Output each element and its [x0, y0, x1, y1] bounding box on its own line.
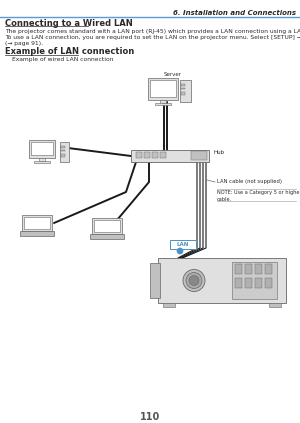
Bar [245, 264, 252, 274]
Bar [158, 258, 286, 303]
Bar [34, 161, 50, 163]
Bar [235, 278, 242, 288]
Text: Hub: Hub [213, 151, 224, 156]
Circle shape [186, 272, 202, 288]
Text: 6. Installation and Connections: 6. Installation and Connections [173, 10, 296, 16]
Bar [24, 217, 50, 229]
Bar [152, 153, 158, 159]
Bar [90, 234, 124, 239]
Bar [265, 264, 272, 274]
Bar [92, 218, 122, 234]
Bar [94, 220, 120, 232]
Bar [269, 303, 281, 307]
Bar [235, 264, 242, 274]
Bar [170, 240, 196, 249]
Bar [20, 231, 54, 236]
Text: Server: Server [164, 71, 182, 77]
Text: (→ page 91).: (→ page 91). [5, 41, 43, 46]
Text: The projector comes standard with a LAN port (RJ-45) which provides a LAN connec: The projector comes standard with a LAN … [5, 28, 300, 33]
Bar [31, 142, 53, 155]
Text: Connecting to a Wired LAN: Connecting to a Wired LAN [5, 19, 133, 28]
Bar [255, 278, 262, 288]
Bar [181, 92, 184, 95]
Text: Example of LAN connection: Example of LAN connection [5, 47, 134, 57]
Bar [245, 278, 252, 288]
Text: LAN: LAN [177, 242, 189, 247]
Bar [144, 153, 150, 159]
Bar [39, 158, 45, 161]
Text: NOTE: Use a Category 5 or higher LAN
cable.: NOTE: Use a Category 5 or higher LAN cab… [217, 190, 300, 202]
Bar [61, 154, 64, 157]
Bar [160, 153, 166, 159]
Bar [191, 151, 207, 160]
Bar [148, 78, 178, 100]
Bar [61, 146, 64, 148]
Bar [181, 84, 184, 86]
Bar [265, 278, 272, 288]
Bar [150, 263, 160, 298]
Bar [232, 262, 277, 299]
Bar [155, 103, 171, 105]
Bar [181, 88, 184, 90]
Circle shape [183, 269, 205, 291]
Bar [131, 150, 209, 162]
Circle shape [189, 275, 199, 286]
Text: 110: 110 [140, 412, 160, 422]
Bar [136, 153, 142, 159]
Bar [160, 100, 166, 103]
Bar [61, 150, 64, 151]
Text: To use a LAN connection, you are required to set the LAN on the projector menu. : To use a LAN connection, you are require… [5, 35, 300, 39]
Bar [29, 140, 55, 158]
Circle shape [177, 248, 183, 254]
Text: LAN cable (not supplied): LAN cable (not supplied) [217, 179, 282, 184]
Bar [22, 215, 52, 231]
Text: Example of wired LAN connection: Example of wired LAN connection [12, 58, 113, 63]
Bar [150, 80, 176, 97]
Bar [255, 264, 262, 274]
Bar [163, 303, 175, 307]
Bar [179, 80, 191, 102]
Bar [59, 142, 68, 162]
